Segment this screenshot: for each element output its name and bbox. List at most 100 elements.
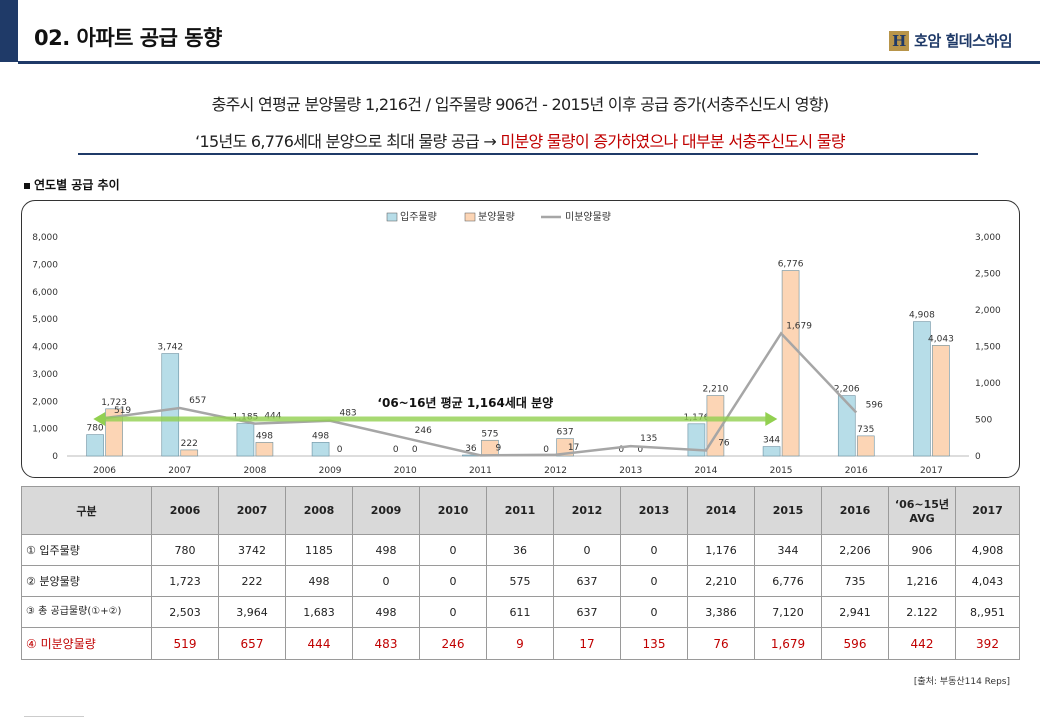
table-header-cell: 2009 <box>352 486 420 535</box>
table-cell: 2,503 <box>151 596 219 628</box>
summary-line-1: 충주시 연평균 분양물량 1,216건 / 입주물량 906건 - 2015년 … <box>211 95 829 114</box>
table-cell: 2,941 <box>821 596 889 628</box>
bar-move-in <box>236 423 255 457</box>
table-cell: 4,908 <box>955 534 1020 566</box>
supply-chart: 입주물량 분양물량 미분양물량 0 1,000 2,000 3,000 4,000 5,000 6… <box>32 210 1001 476</box>
table-cell: 483 <box>352 627 420 660</box>
table-cell: 3,964 <box>218 596 286 628</box>
table-cell: 4,043 <box>955 565 1020 597</box>
table-cell: 611 <box>486 596 554 628</box>
y-tick-label-right: 0 <box>975 452 981 462</box>
bar-data-label: 1,723 <box>101 398 127 408</box>
table-header-cell: 2015 <box>754 486 822 535</box>
table-cell: 222 <box>218 565 286 597</box>
table-cell: 1,723 <box>151 565 219 597</box>
y-tick-label-right: 3,000 <box>975 233 1001 243</box>
source-note: [출처: 부동산114 Reps] <box>913 677 1010 687</box>
header-bar: 02. 아파트 공급 동향 H 호암 힐데스하임 <box>0 0 1040 62</box>
table-cell: 2,210 <box>687 565 755 597</box>
line-data-label: 657 <box>189 396 206 406</box>
bar-data-label: 780 <box>86 424 103 434</box>
bar-data-label: 575 <box>481 429 498 439</box>
table-cell: 596 <box>821 627 889 660</box>
y-tick-label-left: 8,000 <box>32 233 58 243</box>
table-row-label: ③ 총 공급물량(①+②) <box>21 596 152 628</box>
y-tick-label-right: 1,000 <box>975 379 1001 389</box>
bar-data-label: 0 <box>337 445 343 455</box>
bar-presale <box>180 449 199 457</box>
table-cell: 1,683 <box>285 596 353 628</box>
y-tick-label-left: 1,000 <box>32 425 58 435</box>
bar-move-in <box>161 353 180 457</box>
y-tick-label-left: 6,000 <box>32 288 58 298</box>
summary-line-2: ‘15년도 6,776세대 분양으로 최대 물량 공급 → 미분양 물량이 증가… <box>0 128 1040 152</box>
line-data-label: 1,679 <box>786 321 812 331</box>
table-cell: 1,679 <box>754 627 822 660</box>
table-cell: 906 <box>888 534 956 566</box>
table-cell: 0 <box>419 565 487 597</box>
average-annotation: ‘06~16년 평균 1,164세대 분양 <box>377 395 553 410</box>
table-cell: 0 <box>419 596 487 628</box>
table-header-cell: 2010 <box>419 486 487 535</box>
line-data-label: 135 <box>640 434 657 444</box>
table-cell: 1185 <box>285 534 353 566</box>
bar-data-label: 735 <box>857 425 874 435</box>
table-header-row: 구분 2006 2007 2008 2009 2010 2011 2012 20… <box>21 486 1020 535</box>
legend-label: 미분양물량 <box>565 211 611 223</box>
table-header-cell: 2011 <box>486 486 554 535</box>
line-data-label: 9 <box>496 443 502 453</box>
x-tick-label: 2012 <box>544 466 567 476</box>
bar-presale <box>781 270 800 457</box>
table-cell: 735 <box>821 565 889 597</box>
x-tick-label: 2016 <box>845 466 868 476</box>
table-cell: 344 <box>754 534 822 566</box>
y-tick-label-right: 1,500 <box>975 343 1001 353</box>
table-row-presale: ② 분양물량 1,723 222 498 0 0 575 637 0 2,210 6,776 735 1… <box>21 565 1020 597</box>
table-cell: 657 <box>218 627 286 660</box>
table-cell: 7,120 <box>754 596 822 628</box>
logo-mark-icon: H <box>889 30 910 51</box>
line-data-label: 519 <box>114 406 131 416</box>
table-header-cell: 구분 <box>21 486 152 535</box>
table-header-cell: 2012 <box>553 486 621 535</box>
x-tick-label: 2010 <box>394 466 417 476</box>
table-cell: 1,176 <box>687 534 755 566</box>
table-cell: 637 <box>553 565 621 597</box>
table-cell: 135 <box>620 627 688 660</box>
logo-text: 호암 힐데스하임 <box>914 32 1012 50</box>
table-header-cell: 2014 <box>687 486 755 535</box>
y-tick-label-left: 0 <box>52 452 58 462</box>
bar-data-label: 0 <box>618 445 624 455</box>
bar-data-label: 2,210 <box>703 385 729 395</box>
table-cell: 3742 <box>218 534 286 566</box>
table-cell: 519 <box>151 627 219 660</box>
table-cell: 246 <box>419 627 487 660</box>
footer-divider <box>24 716 84 717</box>
y-tick-label-left: 3,000 <box>32 370 58 380</box>
brand-logo: H 호암 힐데스하임 <box>889 30 1012 51</box>
x-tick-label: 2014 <box>694 466 717 476</box>
summary-line-2-prefix: ‘15년도 6,776세대 분양으로 최대 물량 공급 → <box>195 132 501 151</box>
table-cell: 17 <box>553 627 621 660</box>
bar-presale <box>556 438 574 457</box>
bar-data-label: 344 <box>763 436 780 446</box>
bar-presale <box>932 345 950 457</box>
table-cell: 2,206 <box>821 534 889 566</box>
bar-data-label: 3,742 <box>157 343 183 353</box>
y-tick-label-left: 2,000 <box>32 397 58 407</box>
x-tick-label: 2007 <box>168 466 191 476</box>
table-body: ① 입주물량 780 3742 1185 498 0 36 0 0 1,176 344 2,206 90… <box>21 534 1020 660</box>
bullet-square-icon <box>24 182 30 189</box>
table-cell: 0 <box>553 534 621 566</box>
bar-data-label: 498 <box>256 431 273 441</box>
bar-data-label: 222 <box>181 439 198 449</box>
x-tick-label: 2017 <box>920 466 943 476</box>
bar-data-label: 0 <box>412 445 418 455</box>
x-tick-label: 2006 <box>93 466 116 476</box>
y-tick-label-right: 2,500 <box>975 270 1001 280</box>
line-data-label: 17 <box>568 443 579 453</box>
table-cell: 2.122 <box>888 596 956 628</box>
bar-move-in <box>687 423 706 457</box>
section-label: 연도별 공급 추이 <box>24 176 120 193</box>
bar-data-label: 2,206 <box>834 385 860 395</box>
